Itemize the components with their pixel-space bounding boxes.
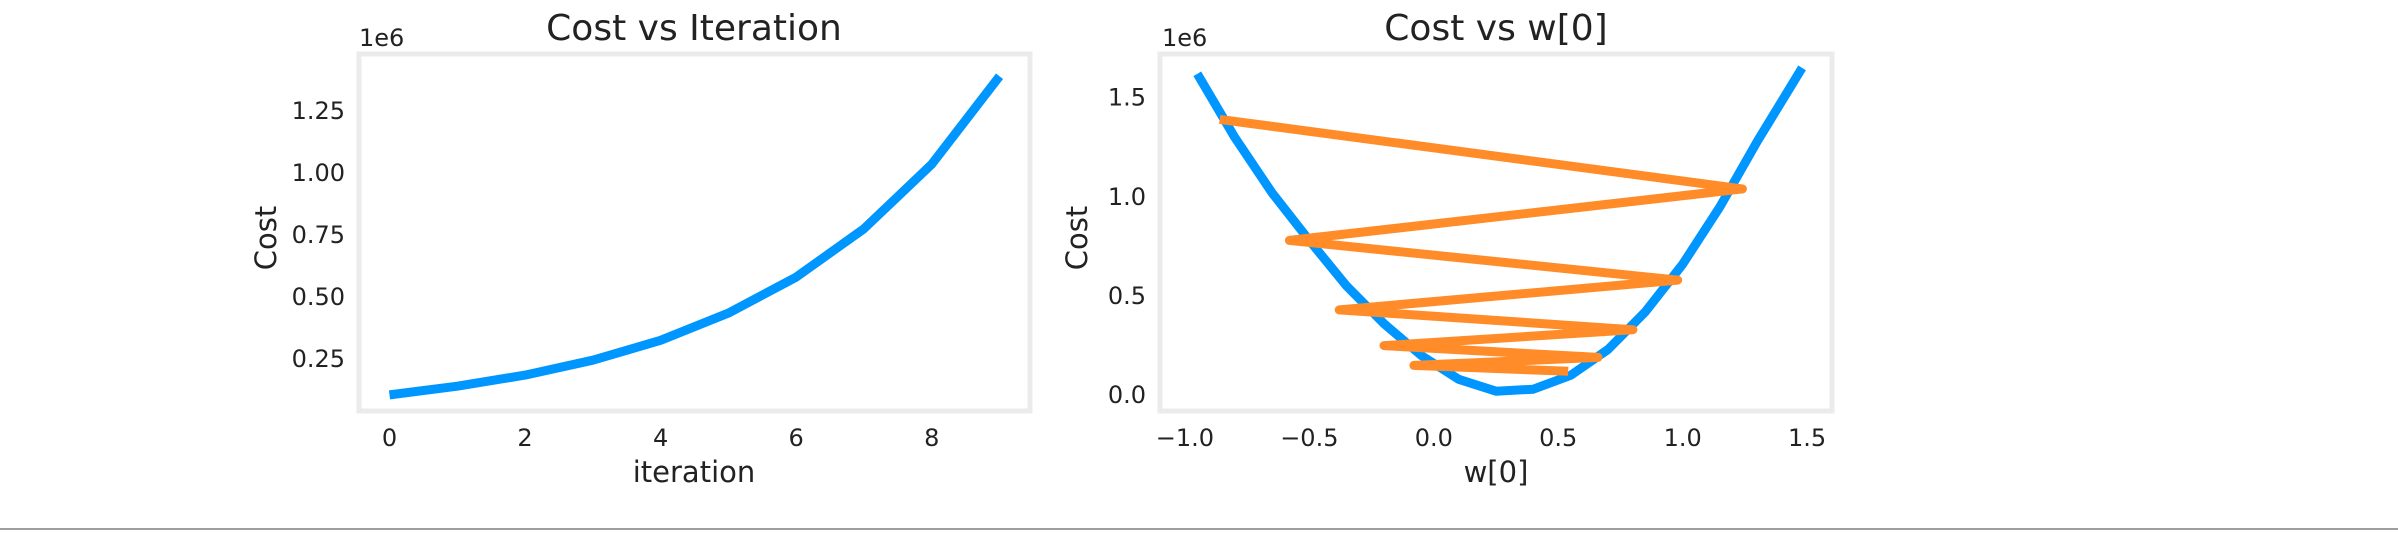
y-tick-label: 0.5: [1108, 282, 1146, 310]
chart-cost-vs-iteration: Cost vs Iteration 1e6 iteration Cost 0 2 4…: [249, 8, 1033, 489]
x-tick-labels: −1.0 −0.5 0.0 0.5 1.0 1.5: [1156, 424, 1826, 452]
y-tick-labels: 0.25 0.50 0.75 1.00 1.25: [292, 97, 345, 373]
y-offset-label: 1e6: [1162, 24, 1207, 52]
y-tick-label: 1.00: [292, 159, 345, 187]
y-tick-label: 0.75: [292, 221, 345, 249]
chart-cost-vs-w0: Cost vs w[0] 1e6 w[0] Cost −1.0 −0.5 0.0 0.…: [1060, 8, 1835, 489]
plot-frame: [356, 51, 1033, 414]
y-axis-label: Cost: [249, 206, 283, 270]
chart-title: Cost vs w[0]: [1384, 8, 1607, 49]
x-tick-label: −0.5: [1280, 424, 1338, 452]
x-tick-label: 0.0: [1415, 424, 1453, 452]
x-tick-label: 4: [653, 424, 668, 452]
x-tick-label: 1.5: [1788, 424, 1826, 452]
series-layer: [388, 73, 1004, 400]
x-axis-label: w[0]: [1464, 455, 1529, 489]
y-tick-label: 0.25: [292, 345, 345, 373]
y-tick-labels: 0.0 0.5 1.0 1.5: [1108, 84, 1146, 410]
y-tick-label: 1.0: [1108, 183, 1146, 211]
x-tick-label: 1.0: [1664, 424, 1702, 452]
x-tick-labels: 0 2 4 6 8: [382, 424, 940, 452]
y-tick-label: 0.50: [292, 283, 345, 311]
y-tick-label: 1.25: [292, 97, 345, 125]
x-tick-label: 0: [382, 424, 397, 452]
y-tick-label: 0.0: [1108, 381, 1146, 409]
gradient-path-line: [1219, 114, 1747, 376]
plot-frame: [1157, 51, 1835, 414]
x-tick-label: 8: [924, 424, 939, 452]
y-offset-label: 1e6: [359, 24, 404, 52]
x-tick-label: 0.5: [1539, 424, 1577, 452]
series-layer: [1193, 65, 1806, 396]
x-tick-label: −1.0: [1156, 424, 1214, 452]
x-tick-label: 2: [517, 424, 532, 452]
y-tick-label: 1.5: [1108, 84, 1146, 112]
cost-curve-line: [388, 73, 1004, 400]
x-tick-label: 6: [789, 424, 804, 452]
cell-divider: [0, 528, 2398, 530]
x-axis-label: iteration: [633, 455, 756, 489]
cost-curve-line: [1193, 65, 1806, 396]
chart-title: Cost vs Iteration: [546, 8, 842, 49]
y-axis-label: Cost: [1060, 206, 1094, 270]
